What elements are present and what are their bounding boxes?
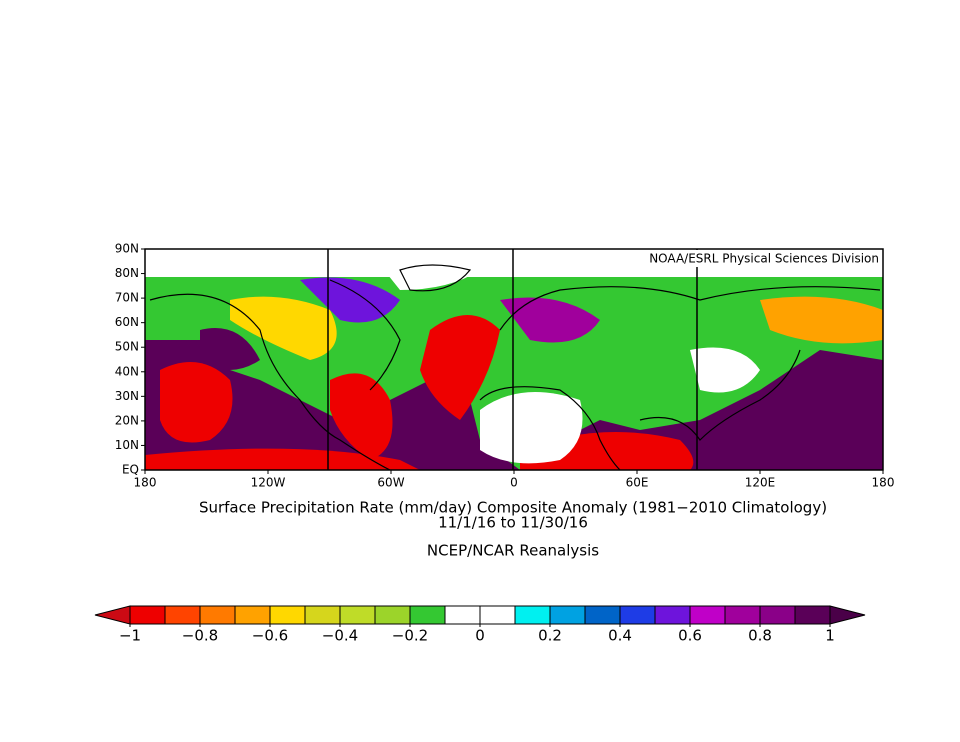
anomaly-region <box>760 296 883 344</box>
x-tick-label: 120E <box>745 476 776 490</box>
colorbar-segment <box>374 605 411 625</box>
x-tick-label: 120W <box>251 476 286 490</box>
colorbar-segment <box>129 605 166 625</box>
y-tick-label: 80N <box>115 266 139 280</box>
colorbar-tick-label: 0.6 <box>678 627 702 645</box>
colorbar-segment <box>724 605 761 625</box>
x-tick-label: 60E <box>626 476 649 490</box>
colorbar-segment <box>584 605 621 625</box>
y-tick-label: 60N <box>115 315 139 329</box>
coastline <box>499 286 881 331</box>
colorbar-segment <box>654 605 691 625</box>
anomaly-region <box>420 315 500 420</box>
colorbar-segment <box>269 605 306 625</box>
colorbar-tick-label: −0.4 <box>322 627 358 645</box>
colorbar-tick-label: 1 <box>825 627 835 645</box>
source: NCEP/NCAR Reanalysis <box>427 542 599 560</box>
anomaly-region <box>690 347 760 393</box>
colorbar-segment <box>619 605 656 625</box>
anomaly-region <box>230 296 337 360</box>
colorbar-segment <box>304 605 341 625</box>
coastline <box>479 386 621 470</box>
coastline <box>149 293 391 470</box>
title: Surface Precipitation Rate (mm/day) Comp… <box>199 499 827 517</box>
credit: NOAA/ESRL Physical Sciences Division <box>649 252 879 266</box>
anomaly-region <box>160 362 233 443</box>
colorbar-segment <box>514 605 551 625</box>
anomaly-region <box>480 392 583 464</box>
x-tick-label: 180 <box>872 476 895 490</box>
colorbar-tick-label: 0.8 <box>748 627 772 645</box>
colorbar-segment <box>339 605 376 625</box>
colorbar-segment <box>689 605 726 625</box>
colorbar-segment <box>759 605 796 625</box>
colorbar-high <box>829 605 866 625</box>
colorbar-tick-label: 0.2 <box>538 627 562 645</box>
anomaly-region <box>200 328 260 370</box>
y-tick-label: 30N <box>115 389 139 403</box>
colorbar-segment <box>549 605 586 625</box>
dates: 11/1/16 to 11/30/16 <box>438 514 588 532</box>
colorbar-tick-label: −0.8 <box>182 627 218 645</box>
x-tick-label: 180 <box>134 476 157 490</box>
anomaly-region <box>500 297 600 343</box>
colorbar-tick-label: −0.6 <box>252 627 288 645</box>
x-tick-label: 60W <box>377 476 404 490</box>
colorbar-tick-label: 0 <box>475 627 485 645</box>
colorbar-segment <box>479 605 516 625</box>
colorbar-segment <box>794 605 831 625</box>
colorbar-segment <box>234 605 271 625</box>
colorbar-tick-label: 0.4 <box>608 627 632 645</box>
coastline <box>399 264 472 292</box>
colorbar-low <box>94 605 131 625</box>
y-tick-label: 90N <box>115 242 139 256</box>
colorbar-segment <box>164 605 201 625</box>
colorbar-tick-label: −0.2 <box>392 627 428 645</box>
anomaly-region <box>330 373 393 460</box>
y-tick-label: 70N <box>115 291 139 305</box>
y-tick-label: 20N <box>115 413 139 427</box>
y-tick-label: 40N <box>115 364 139 378</box>
y-tick-label: EQ <box>122 463 139 477</box>
colorbar-segment <box>199 605 236 625</box>
anomaly-region <box>300 277 400 323</box>
y-tick-label: 50N <box>115 340 139 354</box>
coastline <box>329 279 401 391</box>
colorbar-segment <box>409 605 446 625</box>
anomaly-region <box>145 448 420 470</box>
colorbar-tick-label: −1 <box>119 627 141 645</box>
colorbar-segment <box>444 605 481 625</box>
coastline <box>639 349 801 441</box>
y-tick-label: 10N <box>115 438 139 452</box>
x-tick-label: 0 <box>510 476 518 490</box>
coastlines <box>149 264 881 470</box>
anomaly-field <box>145 249 883 470</box>
credit-box <box>595 250 882 267</box>
